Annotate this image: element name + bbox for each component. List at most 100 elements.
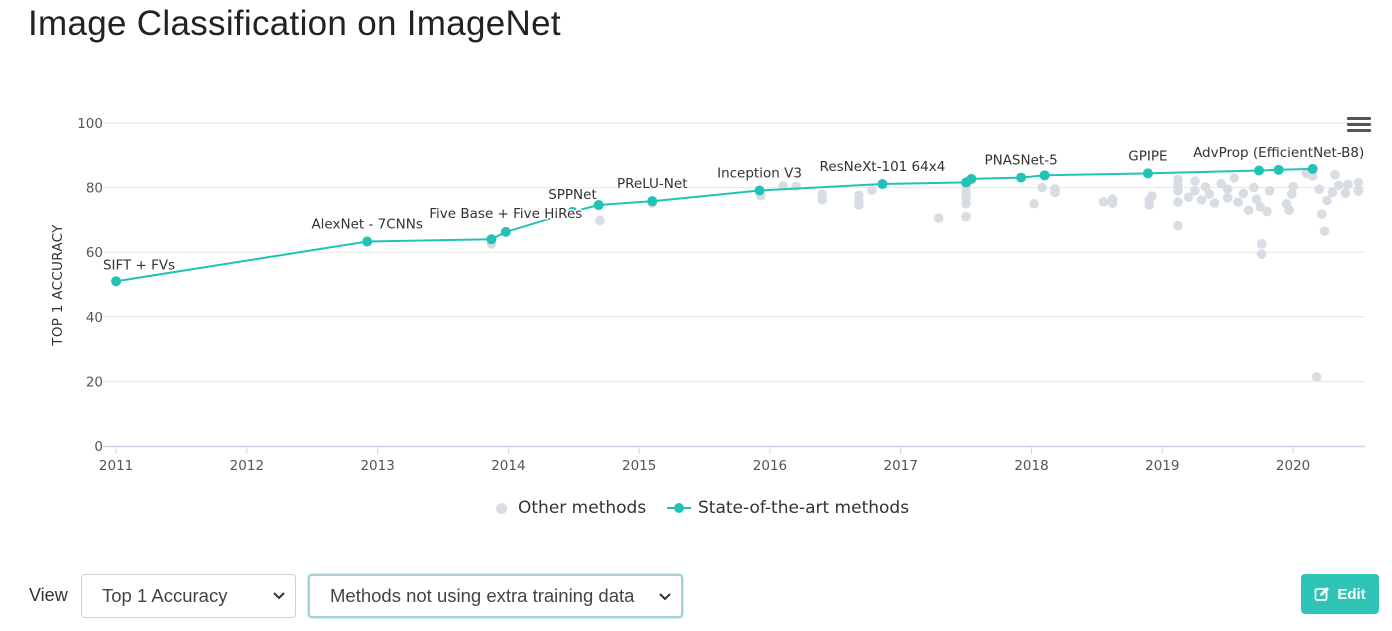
y-tick-label: 40 bbox=[86, 310, 103, 326]
view-label: View bbox=[29, 585, 68, 605]
y-tick-label: 0 bbox=[94, 439, 103, 455]
other-method-point bbox=[1264, 186, 1275, 196]
other-method-point bbox=[933, 213, 944, 223]
legend-label-other: Other methods bbox=[518, 498, 647, 518]
other-method-point bbox=[1209, 198, 1220, 208]
other-method-point bbox=[1256, 249, 1267, 259]
edit-button-label: Edit bbox=[1337, 585, 1366, 603]
other-method-point bbox=[1037, 182, 1047, 193]
other-method-point bbox=[1050, 184, 1060, 194]
x-tick-label: 2017 bbox=[884, 458, 918, 474]
other-method-point bbox=[1286, 189, 1297, 199]
other-method-point bbox=[1343, 179, 1353, 190]
other-method-point bbox=[1107, 198, 1118, 208]
page-title: Image Classification on ImageNet bbox=[28, 4, 561, 43]
other-method-point bbox=[1317, 209, 1327, 219]
sota-point bbox=[593, 200, 604, 211]
other-method-point bbox=[1222, 184, 1233, 195]
other-method-point bbox=[1334, 180, 1344, 191]
other-method-point bbox=[1098, 197, 1109, 207]
metric-select-value: Top 1 Accuracy bbox=[102, 585, 228, 606]
sota-point bbox=[500, 226, 511, 237]
sota-point bbox=[486, 234, 497, 245]
legend-other-methods[interactable]: Other methods bbox=[496, 496, 646, 520]
other-method-point bbox=[1319, 226, 1330, 237]
y-tick-label: 100 bbox=[77, 116, 103, 132]
other-methods-marker bbox=[496, 502, 507, 514]
other-method-point bbox=[1204, 189, 1215, 199]
other-method-point bbox=[1216, 178, 1226, 189]
sota-point bbox=[1273, 164, 1284, 175]
other-method-point bbox=[1190, 176, 1200, 186]
other-method-point bbox=[1340, 188, 1351, 198]
other-method-point bbox=[1173, 220, 1183, 231]
sota-point-label: PReLU-Net bbox=[617, 176, 688, 192]
sota-point bbox=[362, 236, 373, 247]
other-method-point bbox=[1330, 169, 1340, 180]
other-method-point bbox=[1314, 184, 1325, 195]
other-method-point bbox=[1183, 192, 1194, 203]
other-method-point bbox=[1311, 372, 1322, 382]
other-method-point bbox=[867, 185, 877, 195]
other-methods-series bbox=[486, 168, 1364, 382]
sota-point bbox=[1039, 170, 1050, 181]
sota-point-label: AdvProp (EfficientNet-B8) bbox=[1193, 145, 1364, 161]
x-tick-label: 2019 bbox=[1145, 458, 1179, 474]
x-tick-label: 2013 bbox=[360, 458, 394, 474]
other-method-point bbox=[1249, 182, 1259, 193]
sota-point bbox=[1016, 172, 1027, 183]
chart-legend: Other methods State-of-the-art methods bbox=[0, 496, 1392, 520]
sota-point-label: PNASNet-5 bbox=[984, 153, 1057, 169]
hamburger-icon-bar bbox=[1347, 129, 1371, 132]
y-tick-label: 60 bbox=[86, 245, 103, 261]
sota-point bbox=[111, 276, 122, 287]
legend-label-sota: State-of-the-art methods bbox=[698, 498, 910, 518]
other-method-point bbox=[1288, 181, 1298, 192]
other-method-point bbox=[1322, 195, 1332, 206]
metric-select[interactable]: Top 1 Accuracy bbox=[81, 574, 296, 618]
other-method-point bbox=[1307, 171, 1318, 181]
x-tick-label: 2011 bbox=[99, 458, 133, 474]
other-method-point bbox=[1327, 187, 1338, 198]
x-tick-label: 2014 bbox=[491, 458, 525, 474]
sota-point bbox=[754, 185, 765, 196]
sota-point bbox=[1254, 165, 1265, 176]
sota-point-label: Inception V3 bbox=[717, 166, 802, 182]
other-method-point bbox=[1229, 173, 1240, 183]
chart-menu-button[interactable] bbox=[1344, 114, 1374, 138]
sota-series bbox=[111, 163, 1318, 287]
other-method-point bbox=[1173, 197, 1183, 207]
other-method-point bbox=[1029, 198, 1039, 209]
other-method-point bbox=[1353, 177, 1364, 188]
chart: 0 20 40 60 80 100 2011 2012 2013 2014 2015 2016 2017… bbox=[50, 116, 1366, 474]
sota-point bbox=[567, 206, 578, 217]
other-method-point bbox=[1190, 186, 1200, 196]
other-method-point bbox=[1256, 239, 1267, 249]
other-method-point bbox=[1284, 205, 1294, 216]
sota-marker bbox=[667, 502, 691, 514]
edit-icon bbox=[1314, 587, 1330, 601]
edit-button[interactable]: Edit bbox=[1301, 574, 1379, 614]
x-tick-label: 2018 bbox=[1014, 458, 1048, 474]
training-data-filter-select[interactable]: Methods not using extra training data bbox=[308, 574, 683, 618]
other-method-point bbox=[1196, 195, 1207, 205]
sota-point-label: GPIPE bbox=[1128, 148, 1167, 164]
filter-select-value: Methods not using extra training data bbox=[330, 585, 635, 606]
sota-point-label: Five Base + Five HiRes bbox=[429, 206, 582, 222]
sota-point bbox=[966, 173, 977, 184]
grid bbox=[103, 122, 1365, 382]
sota-point-label: SIFT + FVs bbox=[103, 257, 175, 273]
legend-sota-methods[interactable]: State-of-the-art methods bbox=[667, 496, 909, 520]
other-method-point bbox=[1222, 193, 1233, 203]
sota-line bbox=[115, 167, 1313, 283]
other-method-point bbox=[1243, 205, 1254, 216]
other-method-point bbox=[1173, 174, 1183, 185]
x-tick-label: 2016 bbox=[753, 458, 787, 474]
point-labels: SIFT + FVs AlexNet - 7CNNs Five Base + Fiv… bbox=[101, 143, 1365, 274]
x-tick-label: 2015 bbox=[622, 458, 656, 474]
other-method-point bbox=[1233, 197, 1243, 207]
sota-point bbox=[1142, 168, 1153, 179]
sota-point bbox=[647, 196, 658, 207]
sota-point bbox=[1307, 163, 1318, 174]
hamburger-icon-bar bbox=[1347, 123, 1371, 126]
